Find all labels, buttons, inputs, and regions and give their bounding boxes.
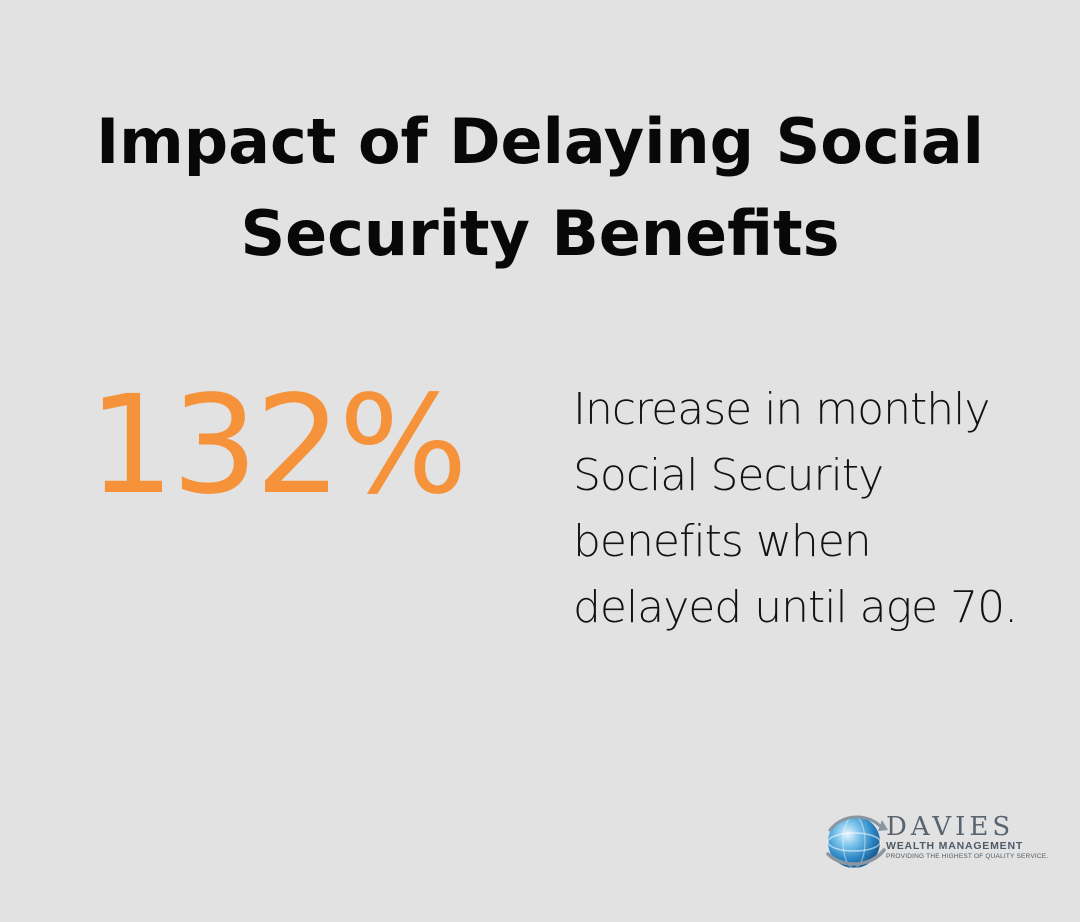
stat-description: Increase in monthly Social Security bene… bbox=[573, 384, 1018, 633]
company-logo: DAVIES WEALTH MANAGEMENT PROVIDING THE H… bbox=[824, 810, 1049, 872]
logo-tagline: PROVIDING THE HIGHEST OF QUALITY SERVICE… bbox=[886, 853, 1049, 860]
globe-icon bbox=[826, 815, 888, 869]
logo-name: DAVIES bbox=[886, 812, 1015, 842]
stat-value: 132% bbox=[88, 367, 468, 525]
logo-subtitle: WEALTH MANAGEMENT bbox=[886, 840, 1024, 852]
page-title: Impact of Delaying Social Security Benef… bbox=[96, 105, 984, 270]
